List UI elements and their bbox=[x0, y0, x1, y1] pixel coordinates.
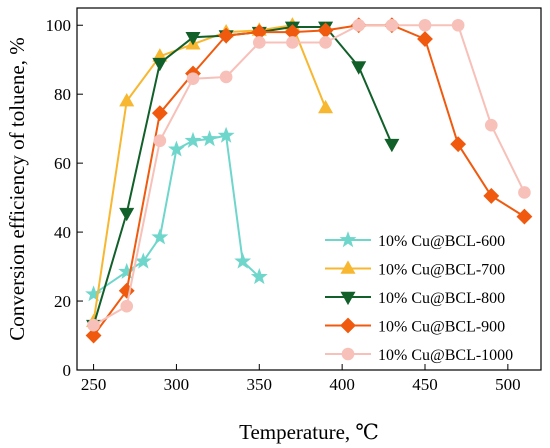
legend-label: 10% Cu@BCL-600 bbox=[378, 233, 505, 250]
legend: 10% Cu@BCL-600 10% Cu@BCL-700 10% Cu@BCL-8… bbox=[325, 231, 513, 364]
data-point bbox=[167, 140, 185, 157]
data-point bbox=[483, 187, 500, 204]
data-point bbox=[250, 268, 268, 285]
data-point bbox=[118, 262, 136, 279]
data-point bbox=[450, 136, 467, 153]
data-point bbox=[184, 131, 202, 148]
legend-label: 10% Cu@BCL-800 bbox=[378, 290, 505, 307]
legend-marker bbox=[340, 317, 356, 334]
data-point bbox=[451, 18, 465, 32]
series-layer bbox=[85, 17, 533, 344]
legend-marker bbox=[341, 347, 355, 361]
data-point bbox=[201, 130, 219, 147]
series-line bbox=[92, 24, 525, 337]
data-point bbox=[516, 208, 533, 225]
data-point bbox=[286, 36, 299, 49]
legend-item: 10% Cu@BCL-1000 bbox=[325, 347, 513, 364]
data-point bbox=[352, 18, 366, 32]
x-axis-ticks: 250 300 350 400 450 500 bbox=[81, 364, 521, 394]
plot-frame bbox=[76, 7, 542, 371]
x-tick-label: 400 bbox=[329, 375, 355, 394]
y-axis-title: Conversion efficiency of toluene, % bbox=[5, 37, 29, 340]
series-1 bbox=[85, 126, 268, 302]
data-point bbox=[134, 252, 152, 269]
data-point bbox=[351, 61, 367, 75]
legend-item: 10% Cu@BCL-900 bbox=[325, 317, 505, 336]
data-point bbox=[186, 72, 200, 85]
data-point bbox=[119, 207, 135, 222]
legend-item: 10% Cu@BCL-700 bbox=[325, 260, 505, 279]
series-2 bbox=[86, 17, 334, 328]
data-point bbox=[217, 126, 235, 143]
data-point bbox=[518, 186, 531, 199]
x-tick-label: 350 bbox=[247, 375, 273, 394]
data-point bbox=[219, 70, 233, 84]
series-5 bbox=[87, 18, 531, 332]
y-tick-label: 40 bbox=[54, 223, 71, 242]
data-point bbox=[385, 18, 399, 32]
data-point bbox=[151, 228, 169, 245]
data-point bbox=[484, 118, 498, 132]
x-tick-label: 450 bbox=[412, 375, 438, 394]
data-point bbox=[152, 57, 168, 72]
data-point bbox=[120, 299, 134, 313]
legend-item: 10% Cu@BCL-600 bbox=[325, 231, 505, 250]
data-point bbox=[318, 99, 334, 114]
data-point bbox=[384, 138, 400, 153]
y-tick-label: 100 bbox=[46, 16, 72, 35]
data-point bbox=[218, 27, 235, 44]
legend-label: 10% Cu@BCL-1000 bbox=[378, 347, 513, 364]
data-point bbox=[85, 285, 103, 302]
data-point bbox=[87, 318, 100, 332]
data-point bbox=[118, 282, 135, 299]
series-line bbox=[92, 24, 327, 322]
legend-marker bbox=[340, 260, 356, 274]
data-point bbox=[252, 36, 266, 49]
data-point bbox=[85, 327, 102, 344]
legend-item: 10% Cu@BCL-800 bbox=[325, 290, 505, 307]
data-point bbox=[418, 18, 432, 32]
y-tick-label: 80 bbox=[54, 85, 71, 104]
data-point bbox=[417, 31, 433, 47]
series-line bbox=[92, 26, 393, 326]
legend-label: 10% Cu@BCL-900 bbox=[378, 319, 505, 336]
data-point bbox=[119, 92, 135, 107]
x-tick-label: 300 bbox=[164, 375, 190, 394]
x-axis-title: Temperature, ℃ bbox=[239, 420, 379, 444]
y-axis-ticks: 0 20 40 60 80 100 bbox=[46, 16, 83, 380]
data-point bbox=[234, 252, 252, 269]
legend-marker bbox=[339, 231, 357, 248]
x-tick-label: 250 bbox=[81, 375, 107, 394]
x-tick-label: 500 bbox=[495, 375, 521, 394]
legend-label: 10% Cu@BCL-700 bbox=[378, 262, 505, 279]
data-point bbox=[151, 105, 168, 122]
series-3 bbox=[86, 21, 400, 334]
y-tick-label: 20 bbox=[54, 292, 71, 311]
data-point bbox=[153, 134, 167, 148]
y-tick-label: 60 bbox=[54, 154, 71, 173]
legend-marker bbox=[340, 291, 356, 306]
y-tick-label: 0 bbox=[63, 361, 72, 380]
data-point bbox=[185, 32, 201, 46]
data-point bbox=[319, 36, 332, 49]
